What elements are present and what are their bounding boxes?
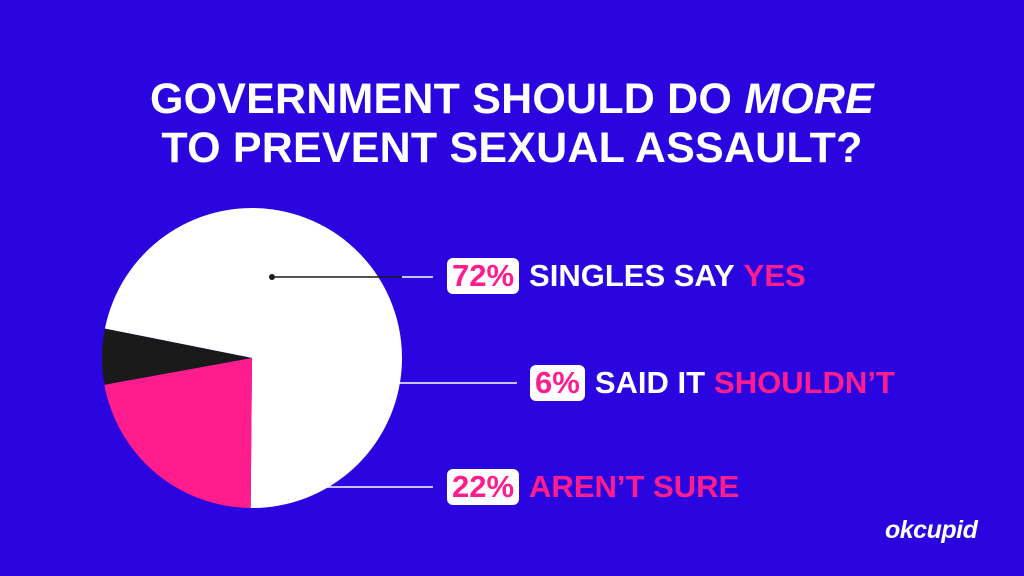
chart-title-line-2: TO PREVENT SEXUAL ASSAULT? bbox=[161, 124, 863, 172]
unsure-highlight: AREN’T SURE bbox=[529, 469, 740, 504]
label-yes: 72% SINGLES SAY YES bbox=[447, 256, 806, 296]
chart-title-line-1: GOVERNMENT SHOULD DO MORE bbox=[0, 74, 1024, 124]
yes-highlight: YES bbox=[743, 258, 806, 293]
leader-dot-unsure bbox=[269, 484, 275, 490]
shouldnt-highlight: SHOULDN’T bbox=[714, 365, 895, 400]
pie-slice-yes bbox=[104, 207, 403, 508]
title-emphasis: MORE bbox=[744, 75, 875, 123]
unsure-percent: 22% bbox=[447, 469, 520, 505]
yes-text: SINGLES SAY bbox=[529, 258, 735, 293]
title-prefix: GOVERNMENT SHOULD DO bbox=[149, 75, 745, 123]
pie-slices bbox=[102, 207, 403, 508]
yes-percent: 72% bbox=[447, 258, 520, 294]
shouldnt-percent: 6% bbox=[530, 365, 585, 401]
pie-slice-no bbox=[102, 328, 253, 385]
okcupid-logo: okcupid bbox=[885, 516, 978, 544]
pie-leader-lines bbox=[269, 274, 517, 490]
leader-dot-no bbox=[377, 380, 383, 386]
pie-slice-unsure bbox=[104, 358, 252, 508]
label-shouldnt: 6% SAID IT SHOULDN’T bbox=[530, 363, 895, 403]
leader-dot-yes bbox=[269, 274, 275, 280]
shouldnt-text: SAID IT bbox=[594, 365, 706, 400]
label-unsure: 22% AREN’T SURE bbox=[447, 467, 739, 507]
